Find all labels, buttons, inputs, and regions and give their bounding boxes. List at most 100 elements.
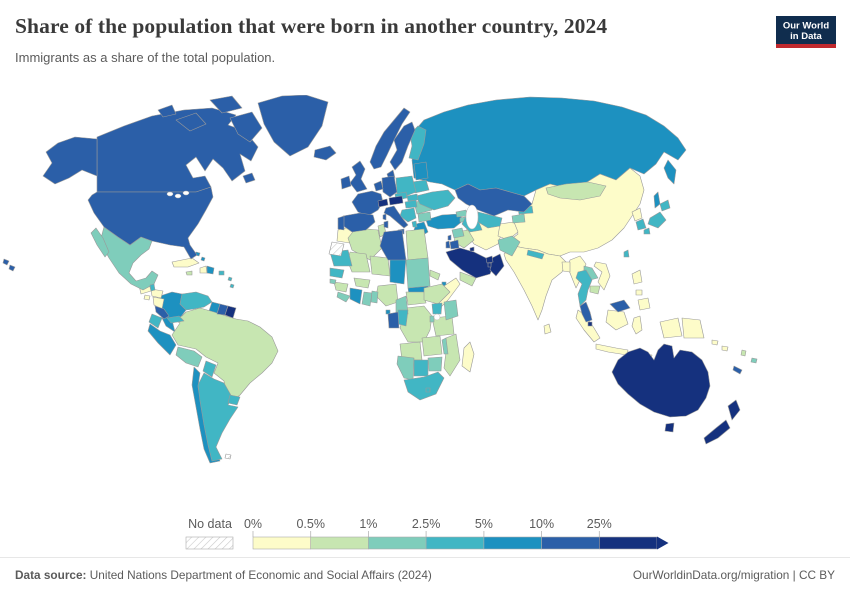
country-venezuela[interactable]	[179, 291, 213, 311]
credit-link[interactable]: OurWorldinData.org/migration | CC BY	[632, 568, 835, 582]
country-united-arab-emirates[interactable]	[485, 255, 494, 264]
country-guinea-bissau[interactable]	[329, 278, 337, 285]
country-cote-divoire[interactable]	[349, 287, 363, 305]
country-germany[interactable]	[381, 175, 398, 198]
no-data-swatch[interactable]	[185, 536, 234, 550]
country-france-corsica[interactable]	[382, 213, 387, 221]
country-indonesia-kalimantan[interactable]	[605, 309, 629, 331]
country-united-states-hawaii[interactable]	[2, 258, 16, 272]
country-slovakia[interactable]	[406, 193, 419, 202]
country-japan[interactable]	[643, 199, 671, 235]
country-austria[interactable]	[388, 195, 404, 206]
country-dominican-republic[interactable]	[206, 265, 215, 275]
country-zambia[interactable]	[421, 335, 443, 357]
country-botswana[interactable]	[413, 359, 429, 377]
country-honduras[interactable]	[150, 288, 164, 299]
country-bahamas[interactable]	[194, 251, 206, 262]
country-rwanda-burundi[interactable]	[429, 315, 435, 323]
country-senegal[interactable]	[329, 267, 345, 279]
country-canada[interactable]	[96, 107, 259, 193]
country-haiti[interactable]	[199, 265, 208, 274]
country-lesser-antilles[interactable]	[227, 276, 235, 289]
country-north-korea[interactable]	[631, 207, 643, 222]
country-australia-tasmania[interactable]	[664, 422, 675, 433]
country-paraguay[interactable]	[202, 360, 217, 378]
country-united-states-alaska[interactable]	[42, 136, 98, 185]
country-russia-sakhalin[interactable]	[653, 191, 661, 209]
legend-bin-5[interactable]	[541, 536, 600, 550]
country-puerto-rico[interactable]	[218, 270, 225, 276]
country-ukraine[interactable]	[415, 189, 456, 211]
country-switzerland[interactable]	[377, 198, 389, 208]
country-georgia[interactable]	[455, 209, 468, 218]
country-mexico-baja[interactable]	[90, 227, 110, 258]
world-choropleth-map[interactable]	[0, 95, 850, 510]
country-panama[interactable]	[166, 315, 185, 324]
country-algeria[interactable]	[347, 227, 383, 261]
country-bulgaria[interactable]	[417, 211, 432, 223]
country-new-zealand[interactable]	[703, 399, 741, 445]
country-turkey[interactable]	[425, 213, 465, 230]
legend-bin-3[interactable]	[425, 536, 485, 550]
country-kuwait[interactable]	[469, 246, 475, 252]
country-malaysia-peninsula[interactable]	[579, 301, 593, 323]
country-united-kingdom[interactable]	[349, 160, 368, 193]
country-afghanistan[interactable]	[497, 221, 519, 241]
country-australia[interactable]	[611, 343, 711, 418]
country-nigeria[interactable]	[375, 283, 399, 307]
country-falkland-islands[interactable]	[224, 453, 232, 460]
country-philippines[interactable]	[631, 269, 651, 311]
country-niger[interactable]	[369, 255, 391, 277]
country-sweden[interactable]	[389, 121, 416, 171]
country-western-sahara[interactable]	[328, 241, 345, 257]
country-mongolia[interactable]	[545, 181, 607, 201]
country-qatar[interactable]	[487, 262, 492, 268]
country-chad[interactable]	[389, 257, 407, 285]
country-fiji[interactable]	[750, 357, 758, 364]
country-zimbabwe[interactable]	[427, 356, 443, 372]
country-ghana[interactable]	[361, 291, 373, 307]
country-cambodia[interactable]	[589, 285, 601, 295]
country-greenland[interactable]	[257, 95, 329, 157]
country-india[interactable]	[503, 245, 567, 321]
country-malaysia-borneo[interactable]	[609, 299, 631, 313]
country-dr-congo[interactable]	[399, 305, 433, 343]
country-peru[interactable]	[147, 323, 177, 356]
country-nepal[interactable]	[526, 249, 545, 260]
legend-bin-0[interactable]	[252, 536, 312, 550]
country-baltic-states[interactable]	[413, 161, 429, 181]
country-iceland[interactable]	[313, 145, 337, 161]
country-lebanon[interactable]	[447, 234, 452, 241]
country-russia[interactable]	[411, 96, 687, 197]
country-malawi[interactable]	[441, 337, 449, 355]
country-uganda[interactable]	[431, 302, 443, 315]
country-guinea[interactable]	[333, 281, 349, 293]
country-oman[interactable]	[489, 253, 505, 277]
country-lesotho[interactable]	[425, 387, 431, 393]
country-cuba[interactable]	[171, 257, 200, 268]
country-france[interactable]	[351, 190, 384, 217]
country-united-states[interactable]	[87, 186, 214, 260]
country-burkina-faso[interactable]	[353, 277, 371, 289]
country-thailand[interactable]	[575, 269, 593, 307]
country-vanuatu[interactable]	[740, 349, 747, 357]
country-congo[interactable]	[397, 309, 409, 327]
country-indonesia-west-new-guinea[interactable]	[659, 317, 683, 339]
country-solomon-islands[interactable]	[711, 339, 729, 352]
country-syria[interactable]	[451, 227, 465, 239]
country-belize[interactable]	[149, 283, 156, 292]
country-tajikistan[interactable]	[511, 213, 526, 224]
country-kenya[interactable]	[443, 299, 459, 321]
country-ethiopia[interactable]	[423, 283, 451, 305]
country-singapore[interactable]	[587, 321, 593, 327]
country-pakistan[interactable]	[497, 235, 521, 257]
country-jamaica[interactable]	[185, 270, 193, 276]
country-russia-kamchatka[interactable]	[663, 159, 677, 185]
country-sierra-leone-liberia[interactable]	[336, 291, 351, 303]
country-new-caledonia[interactable]	[732, 365, 743, 375]
country-bolivia[interactable]	[175, 346, 203, 368]
country-eritrea[interactable]	[429, 269, 441, 281]
legend-bin-1[interactable]	[310, 536, 369, 550]
country-el-salvador[interactable]	[143, 294, 151, 301]
country-jordan[interactable]	[449, 239, 460, 250]
